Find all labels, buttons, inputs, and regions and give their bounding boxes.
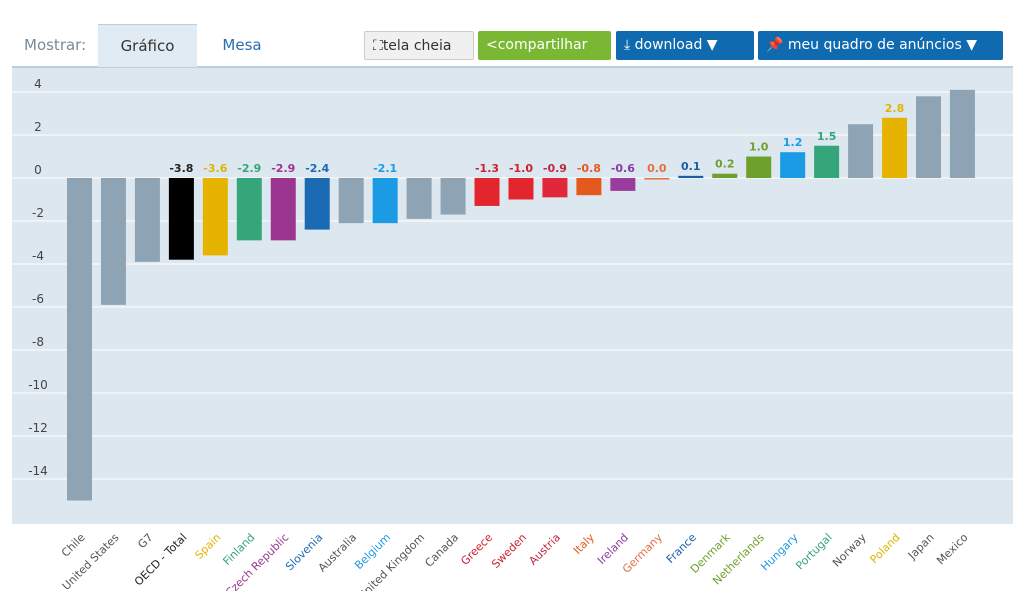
x-tick-label: Norway [830,531,869,570]
share-icon: < [486,37,498,53]
y-tick-label: -6 [32,292,44,306]
y-tick-label: -10 [28,378,48,392]
y-tick-label: 4 [34,77,42,91]
data-label: -2.9 [237,162,261,175]
bar-austria [542,178,568,198]
bar-greece [474,178,500,206]
bar-sweden [508,178,534,200]
data-label: -0.9 [543,162,567,175]
x-tick-label: Spain [193,531,224,562]
data-label: -0.8 [577,162,601,175]
bar-belgium [372,178,398,224]
bar-germany [644,178,670,180]
x-tick-label: Italy [571,531,597,557]
bar-united-kingdom [406,178,432,219]
data-label: -1.0 [509,162,533,175]
share-button[interactable]: <compartilhar [478,31,611,60]
show-label: Mostrar: [24,36,87,54]
download-label: download ▼ [634,37,718,53]
y-tick-label: 0 [34,163,42,177]
bar-ireland [610,178,636,191]
x-tick-label: Austria [526,531,563,568]
x-tick-label: Sweden [489,531,529,571]
dashboard-label: meu quadro de anúncios ▼ [787,37,977,53]
x-tick-label: G7 [135,531,155,551]
bar-spain [202,178,228,256]
data-label: 1.5 [817,130,837,143]
x-tick-label: Poland [867,531,902,566]
bar-czech-republic [270,178,296,241]
data-label: 1.2 [783,136,803,149]
expand-icon: ⛶ [373,38,383,54]
y-tick-label: 2 [34,120,42,134]
y-tick-label: -12 [28,421,48,435]
x-tick-label: Japan [905,531,937,563]
data-label: 0.0 [647,162,667,175]
y-tick-label: -4 [32,249,44,263]
y-tick-label: -2 [32,206,44,220]
bar-japan [916,96,941,178]
bar-netherlands [746,156,772,178]
data-label: -3.8 [169,162,193,175]
bar-united-states [100,178,126,305]
data-label: -2.4 [305,162,329,175]
bar-g- [134,178,160,262]
toolbar: Mostrar: Gráfico Mesa ⛶tela cheia <compa… [12,24,1013,68]
x-tick-label: Portugal [793,531,834,572]
bar-canada [440,178,466,215]
bar-slovenia [304,178,330,230]
data-label: -3.6 [203,162,227,175]
x-tick-label: Canada [422,531,461,570]
download-button[interactable]: ⤓ download ▼ [616,31,754,60]
x-tick-label: Hungary [758,531,801,574]
x-tick-label: Chile [59,531,88,560]
plot-area [12,68,1013,524]
bar-hungary [780,152,806,178]
bar-australia [338,178,364,224]
bar-chile [67,178,92,501]
fullscreen-button[interactable]: ⛶tela cheia [364,31,474,60]
data-label: -2.9 [271,162,295,175]
data-label: 0.1 [681,160,701,173]
bar-finland [236,178,262,241]
download-icon: ⤓ [624,37,635,53]
tab-table[interactable]: Mesa [222,36,262,54]
data-label: 2.8 [885,102,905,115]
y-tick-label: -8 [32,335,44,349]
data-label: 0.2 [715,158,735,171]
bar-mexico [949,89,975,178]
data-label: 1.0 [749,141,769,154]
y-tick-label: -14 [28,464,48,478]
share-label: compartilhar [497,37,588,53]
bar-poland [882,117,908,178]
data-label: -1.3 [475,162,499,175]
bar-portugal [814,145,840,178]
bar-oecd-total [168,178,194,260]
data-label: -0.6 [611,162,635,175]
dashboard-button[interactable]: 📌 meu quadro de anúncios ▼ [758,31,1003,60]
x-tick-label: Mexico [934,531,971,568]
bar-denmark [712,173,738,178]
tab-chart[interactable]: Gráfico [98,24,197,67]
bar-norway [848,124,874,178]
bar-italy [576,178,602,196]
fullscreen-label: tela cheia [382,38,452,54]
bar-france [678,175,704,178]
pin-icon: 📌 [766,37,788,53]
data-label: -2.1 [373,162,397,175]
